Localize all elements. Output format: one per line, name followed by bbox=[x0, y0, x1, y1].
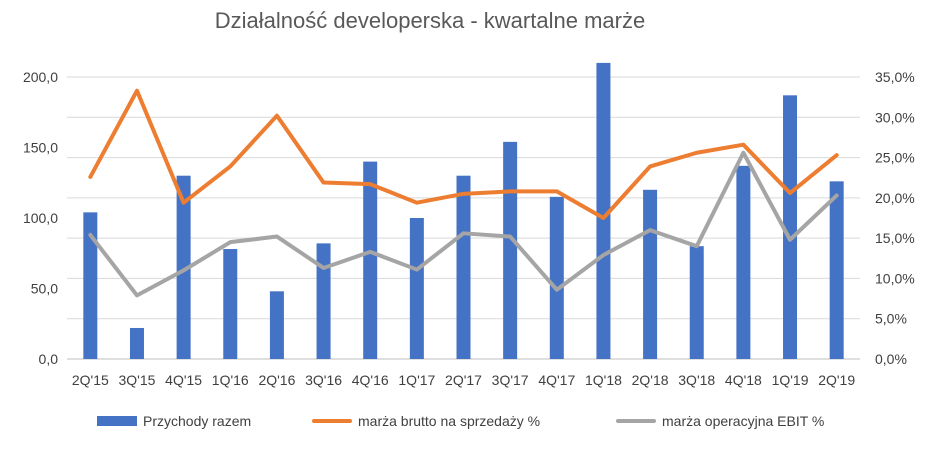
y-right-tick-label: 10,0% bbox=[875, 270, 915, 286]
x-tick-label: 4Q'18 bbox=[725, 372, 762, 388]
legend-swatch-line bbox=[312, 419, 352, 423]
legend-swatch-bar bbox=[97, 416, 137, 426]
bar bbox=[316, 243, 331, 359]
y-left-tick-label: 50,0 bbox=[31, 281, 58, 297]
bar bbox=[363, 161, 378, 359]
bar bbox=[129, 327, 144, 359]
y-right-tick-label: 25,0% bbox=[875, 150, 915, 166]
bar bbox=[783, 95, 798, 359]
x-tick-label: 3Q'16 bbox=[305, 372, 342, 388]
bar bbox=[643, 189, 658, 359]
x-tick-label: 3Q'18 bbox=[678, 372, 715, 388]
y-left-tick-label: 150,0 bbox=[23, 140, 58, 156]
x-tick-label: 3Q'17 bbox=[492, 372, 529, 388]
y-right-tick-label: 35,0% bbox=[875, 69, 915, 85]
legend-label-ebit-margin: marża operacyjna EBIT % bbox=[662, 413, 825, 429]
y-right-tick-label: 15,0% bbox=[875, 230, 915, 246]
bar bbox=[503, 141, 518, 359]
bar bbox=[689, 246, 704, 359]
bar bbox=[456, 175, 471, 359]
bar bbox=[176, 175, 191, 359]
legend-item-gross-margin: marża brutto na sprzedaży % bbox=[312, 413, 540, 429]
x-tick-label: 1Q'17 bbox=[398, 372, 435, 388]
legend: Przychody razem marża brutto na sprzedaż… bbox=[0, 413, 938, 435]
x-tick-label: 1Q'19 bbox=[772, 372, 809, 388]
chart-title: Działalność developerska - kwartalne mar… bbox=[214, 8, 646, 33]
bar bbox=[409, 218, 424, 359]
y-left-tick-label: 0,0 bbox=[39, 351, 59, 367]
bar bbox=[829, 181, 844, 359]
x-tick-label: 1Q'18 bbox=[585, 372, 622, 388]
bar bbox=[269, 291, 284, 359]
x-tick-label: 2Q'19 bbox=[818, 372, 855, 388]
x-tick-label: 2Q'16 bbox=[258, 372, 295, 388]
legend-item-revenue: Przychody razem bbox=[97, 413, 251, 429]
x-tick-label: 2Q'17 bbox=[445, 372, 482, 388]
x-tick-label: 2Q'15 bbox=[72, 372, 109, 388]
x-tick-label: 4Q'17 bbox=[538, 372, 575, 388]
y-left-tick-label: 200,0 bbox=[23, 69, 58, 85]
bar bbox=[596, 62, 611, 360]
legend-item-ebit-margin: marża operacyjna EBIT % bbox=[616, 413, 824, 429]
bar bbox=[736, 165, 751, 359]
plot-area: 0,0 50,0 100,0 150,0 200,0 0,0% 5,0% 10,0% 15,0%… bbox=[23, 62, 915, 388]
y-right-tick-label: 20,0% bbox=[875, 190, 915, 206]
legend-label-revenue: Przychody razem bbox=[143, 413, 252, 429]
legend-label-gross-margin: marża brutto na sprzedaży % bbox=[358, 413, 541, 429]
bar bbox=[83, 212, 98, 359]
legend-swatch-line bbox=[616, 419, 656, 423]
x-tick-label: 2Q'18 bbox=[632, 372, 669, 388]
bar bbox=[223, 249, 238, 359]
y-right-tick-label: 30,0% bbox=[875, 109, 915, 125]
x-tick-label: 3Q'15 bbox=[119, 372, 156, 388]
bar bbox=[549, 196, 564, 359]
y-left-tick-label: 100,0 bbox=[23, 210, 58, 226]
y-right-tick-label: 0,0% bbox=[875, 351, 907, 367]
x-tick-label: 4Q'16 bbox=[352, 372, 389, 388]
x-tick-label: 1Q'16 bbox=[212, 372, 249, 388]
y-right-tick-label: 5,0% bbox=[875, 311, 907, 327]
x-tick-label: 4Q'15 bbox=[165, 372, 202, 388]
